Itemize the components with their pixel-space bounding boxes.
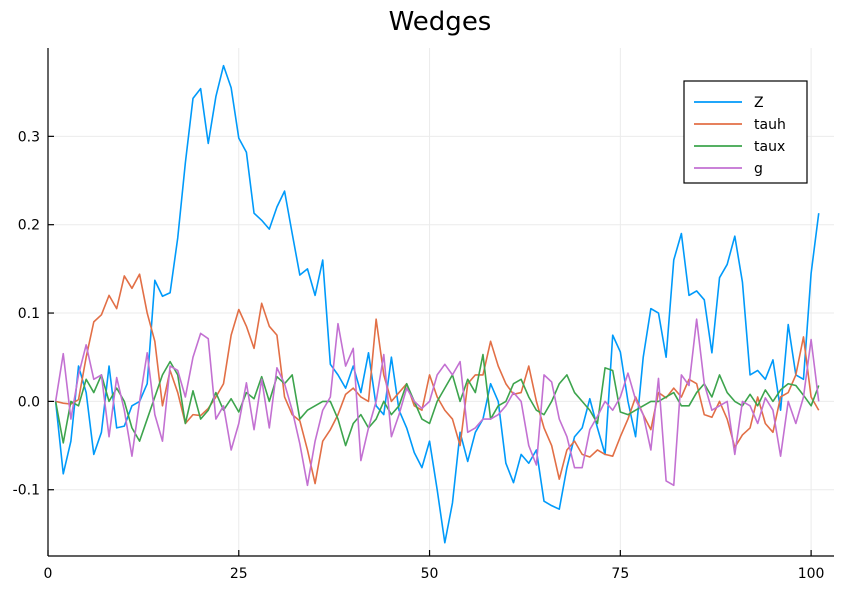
y-tick-label-2: 0.1 xyxy=(18,306,40,322)
legend-box xyxy=(683,80,808,184)
y-tick-label-3: 0.2 xyxy=(18,218,40,234)
series-layer xyxy=(54,64,820,544)
chart-title: Wedges xyxy=(389,7,492,37)
legend-label-g: g xyxy=(754,161,763,177)
x-tick-label-2: 50 xyxy=(421,566,439,582)
x-tick-label-4: 100 xyxy=(798,566,825,582)
legend-label-Z: Z xyxy=(754,95,764,111)
series-line-taux xyxy=(54,353,820,447)
series-line-g xyxy=(54,318,820,487)
ticks: 0 25 50 75 100 -0.1 0.0 0.1 0.2 0.3 xyxy=(13,129,825,582)
x-tick-label-1: 25 xyxy=(230,566,248,582)
legend-label-taux: taux xyxy=(754,139,785,155)
series-line-Z xyxy=(54,64,820,544)
axes xyxy=(47,48,834,557)
y-tick-label-4: 0.3 xyxy=(18,129,40,145)
series-line-tauh xyxy=(55,273,820,485)
legend-label-tauh: tauh xyxy=(754,117,786,133)
x-tick-label-0: 0 xyxy=(44,566,53,582)
y-tick-label-1: 0.0 xyxy=(18,394,40,410)
x-tick-label-3: 75 xyxy=(611,566,629,582)
y-tick-label-0: -0.1 xyxy=(13,483,40,499)
